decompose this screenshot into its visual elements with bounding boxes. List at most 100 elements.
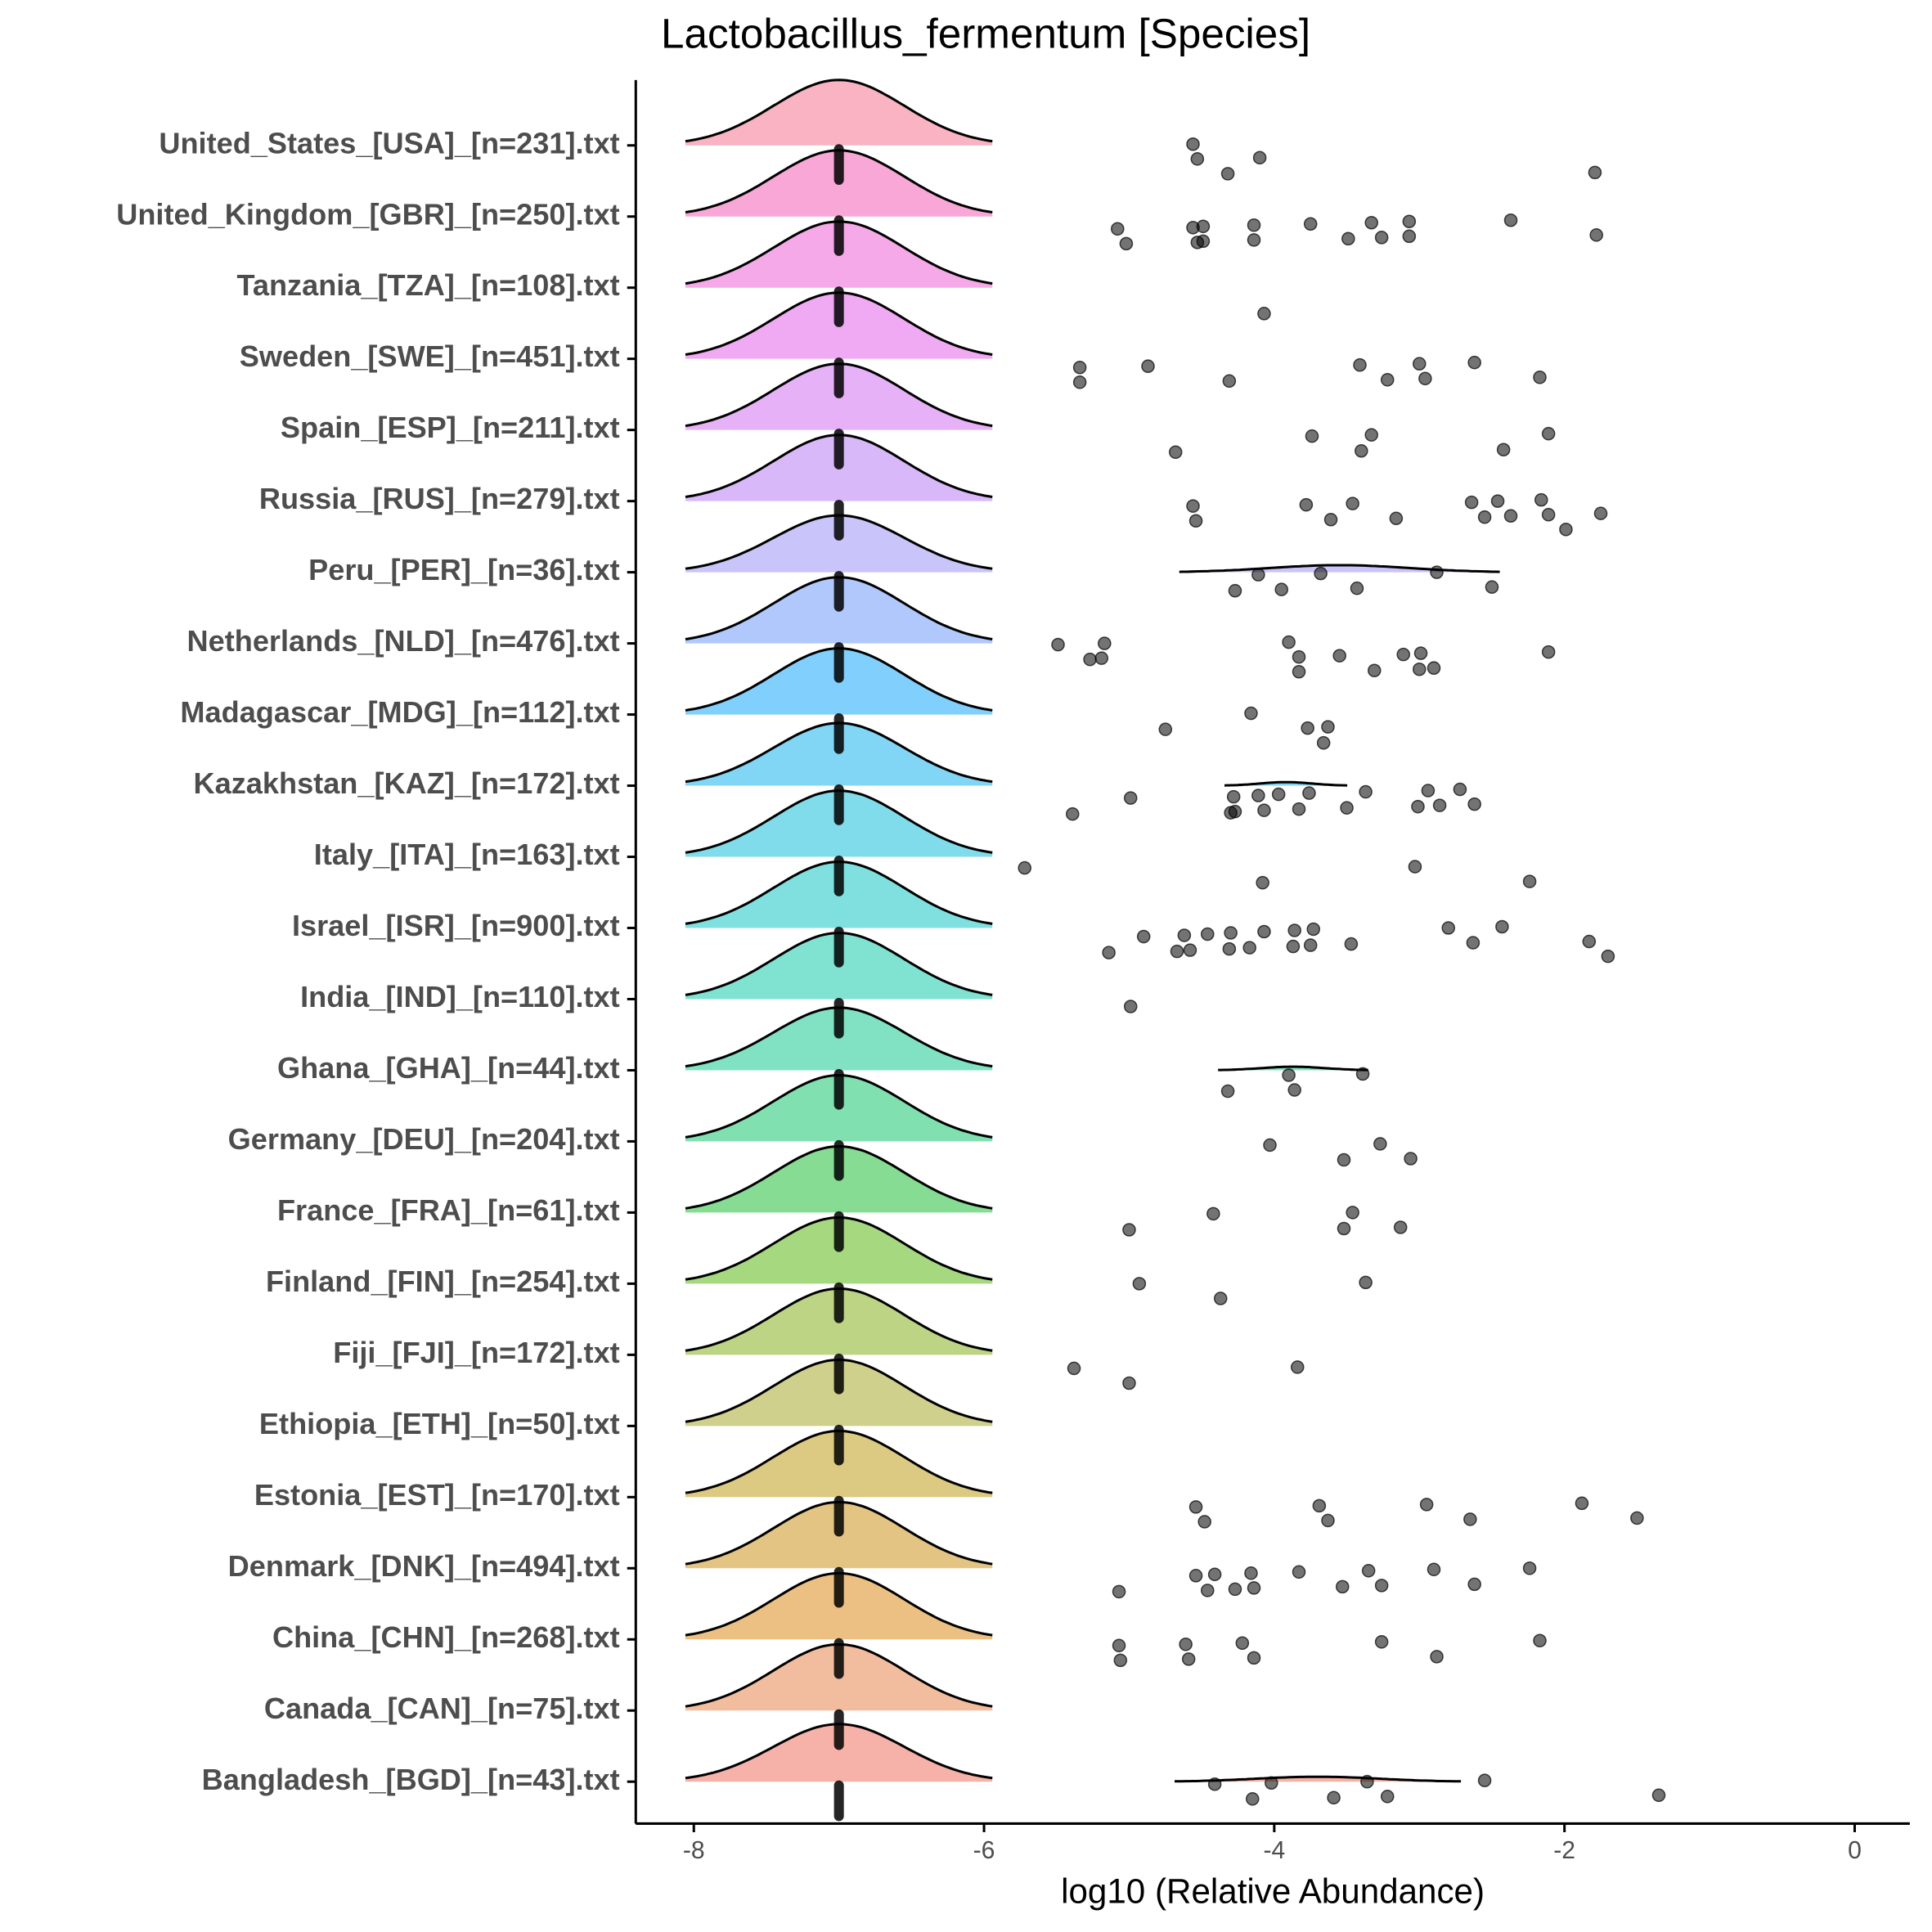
point: [1359, 1275, 1373, 1290]
point: [1477, 1773, 1492, 1788]
ridge-group: [685, 514, 1500, 573]
ridge-group: [685, 79, 993, 146]
point: [1321, 720, 1335, 734]
y-tick-label: Kazakhstan_[KAZ]_[n=172].txt: [194, 766, 620, 800]
point: [1533, 370, 1547, 384]
point: [1018, 860, 1032, 875]
point: [1207, 1567, 1222, 1582]
point: [1467, 1577, 1481, 1592]
point: [1522, 1561, 1537, 1575]
point: [1226, 789, 1241, 804]
point: [1541, 426, 1556, 441]
point: [1411, 799, 1425, 814]
y-tick-label: Bangladesh_[BGD]_[n=43].txt: [202, 1763, 620, 1796]
point: [1188, 514, 1203, 528]
point: [1299, 497, 1314, 512]
point: [1282, 1068, 1296, 1082]
point: [1247, 233, 1261, 247]
chart-title: Lactobacillus_fermentum [Species]: [661, 11, 1310, 57]
y-tick-label: Ethiopia_[ETH]_[n=50].txt: [259, 1407, 620, 1440]
point: [1188, 1569, 1203, 1583]
point: [1244, 1566, 1258, 1580]
point: [1453, 782, 1467, 797]
ridge-outline: [1218, 1065, 1368, 1072]
point: [1355, 443, 1368, 458]
point: [1190, 152, 1205, 166]
point: [1374, 1634, 1389, 1649]
point: [1412, 357, 1427, 371]
ridge-area: [685, 722, 993, 786]
point: [1220, 1084, 1235, 1099]
point: [1287, 1083, 1301, 1097]
point: [1355, 1067, 1370, 1081]
point: [1206, 1206, 1220, 1221]
point: [1321, 1513, 1335, 1528]
point: [1220, 167, 1235, 181]
point: [1083, 652, 1097, 667]
y-tick-label: Fiji_[FJI]_[n=172].txt: [333, 1336, 619, 1369]
point: [1170, 944, 1184, 959]
point: [1364, 215, 1379, 230]
point: [1197, 1515, 1211, 1529]
point: [1112, 1584, 1126, 1599]
point: [1292, 649, 1306, 664]
point: [1222, 374, 1237, 389]
point: [1601, 949, 1615, 964]
point: [1559, 522, 1573, 537]
point: [1200, 927, 1215, 941]
point: [1485, 580, 1499, 594]
point: [1158, 722, 1173, 736]
point: [1305, 429, 1319, 443]
y-tick-label: Russia_[RUS]_[n=279].txt: [259, 482, 620, 515]
point: [1374, 231, 1389, 245]
point: [1418, 371, 1432, 386]
point: [1051, 637, 1065, 652]
x-tick-label: -8: [683, 1837, 705, 1864]
y-tick-label: Netherlands_[NLD]_[n=476].txt: [187, 624, 620, 658]
point: [1247, 1581, 1261, 1595]
ridge-outline: [1175, 1775, 1462, 1783]
point: [1533, 1633, 1547, 1648]
point: [1179, 1638, 1193, 1651]
x-tick-label: -4: [1263, 1837, 1285, 1864]
point: [1141, 359, 1155, 374]
point: [1119, 236, 1134, 251]
point: [1467, 797, 1481, 811]
point: [1335, 1579, 1350, 1594]
point: [1402, 214, 1417, 229]
point: [1257, 307, 1271, 321]
point: [1271, 787, 1286, 802]
point: [1222, 941, 1237, 956]
point: [1503, 509, 1518, 523]
y-tick-label: United_States_[USA]_[n=231].txt: [159, 126, 619, 160]
y-tick-label: France_[FRA]_[n=61].txt: [277, 1193, 620, 1227]
point: [1534, 492, 1548, 507]
y-tick-label: Spain_[ESP]_[n=211].txt: [281, 411, 620, 444]
point: [1503, 213, 1518, 227]
point: [1588, 165, 1602, 180]
point: [1393, 1220, 1408, 1234]
point: [1314, 566, 1328, 581]
y-tick-label: Sweden_[SWE]_[n=451].txt: [240, 339, 620, 373]
point: [1541, 645, 1556, 659]
point: [1251, 789, 1265, 802]
point: [1247, 1651, 1261, 1665]
point: [1263, 1138, 1277, 1152]
ridge-area: [685, 514, 993, 573]
point: [1287, 923, 1301, 937]
point: [1224, 926, 1238, 940]
point: [1251, 568, 1265, 582]
point: [1412, 662, 1427, 676]
point: [1432, 798, 1447, 812]
point: [1186, 499, 1200, 513]
point: [1490, 494, 1505, 508]
point: [1213, 1292, 1228, 1305]
ridge-outline: [1224, 780, 1348, 787]
ridge-group: [685, 1006, 1368, 1072]
ridge-group: [685, 1723, 1462, 1783]
point: [1495, 919, 1509, 934]
point: [1323, 512, 1338, 527]
point: [1196, 234, 1211, 249]
point: [1113, 1653, 1128, 1668]
